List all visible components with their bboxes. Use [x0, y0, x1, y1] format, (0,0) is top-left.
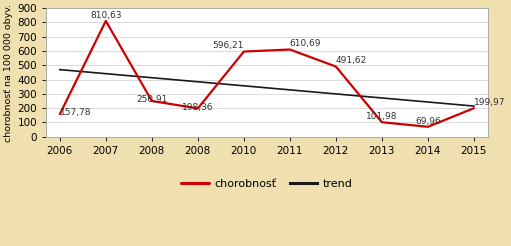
Text: 610,69: 610,69: [290, 39, 321, 48]
Text: 198,36: 198,36: [182, 103, 214, 112]
Text: 250,91: 250,91: [136, 95, 168, 104]
chorobnosť: [195, 107, 201, 110]
chorobnosť: [287, 48, 293, 51]
Text: 157,78: 157,78: [60, 108, 91, 117]
Text: 810,63: 810,63: [90, 11, 122, 20]
Text: 69,96: 69,96: [415, 117, 441, 126]
Text: 596,21: 596,21: [213, 41, 244, 50]
chorobnosť: [149, 99, 155, 102]
Text: 199,97: 199,97: [474, 98, 505, 107]
chorobnosť: [333, 65, 339, 68]
Text: 491,62: 491,62: [336, 56, 367, 65]
chorobnosť: [471, 107, 477, 110]
chorobnosť: [379, 121, 385, 124]
chorobnosť: [103, 19, 109, 22]
chorobnosť: [241, 50, 247, 53]
Line: chorobnosť: chorobnosť: [60, 21, 474, 127]
chorobnosť: [57, 113, 63, 116]
Legend: chorobnosť, trend: chorobnosť, trend: [176, 174, 357, 193]
Y-axis label: chorobnosť na 100 000 obyv.: chorobnosť na 100 000 obyv.: [4, 3, 13, 141]
Text: 101,98: 101,98: [366, 112, 398, 121]
chorobnosť: [425, 125, 431, 128]
